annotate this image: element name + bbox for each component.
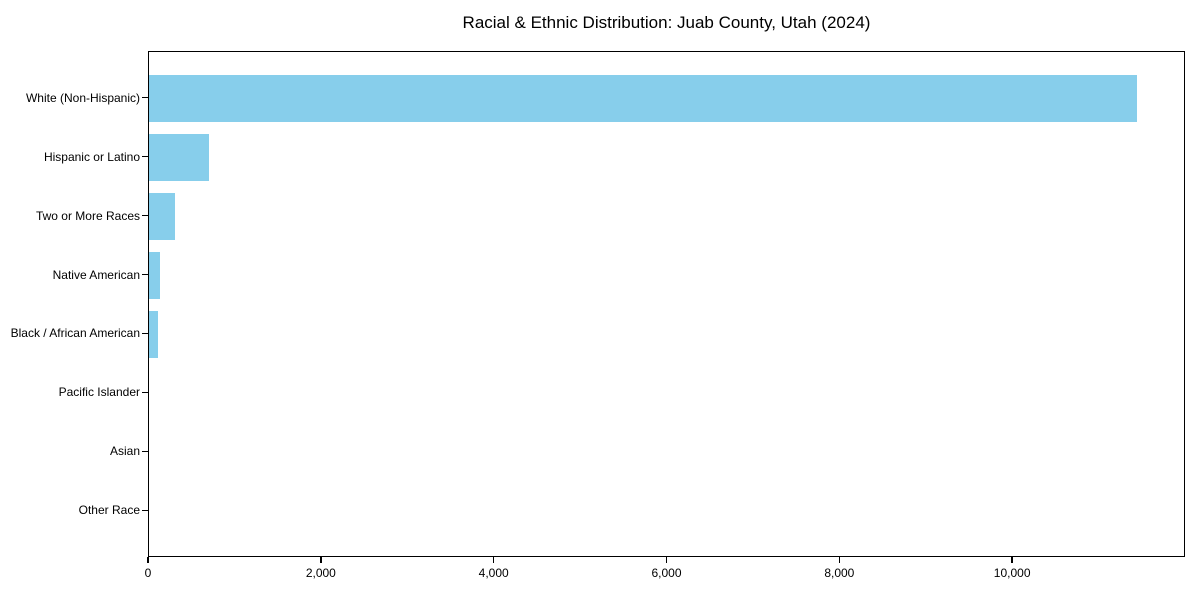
x-tick-mark [665,557,668,563]
x-tick-label: 8,000 [824,566,855,580]
bar-black-african-american [149,310,158,359]
bar-two-or-more-races [149,192,175,241]
y-axis-labels: White (Non-Hispanic) Hispanic or Latino Tw… [0,51,140,557]
plot-area [148,51,1185,557]
x-tick-mark [492,557,495,563]
y-label-two-or-more-races: Two or More Races [35,208,140,223]
chart-title: Racial & Ethnic Distribution: Juab Count… [462,13,871,32]
y-tick-mark [142,96,148,99]
y-label-black-african-american: Black / African American [10,326,140,341]
x-axis: 0 2,000 4,000 6,000 8,000 10,000 [145,557,1185,597]
x-tick-mark [1011,557,1013,563]
x-tick-mark [838,557,841,563]
y-label-pacific-islander: Pacific Islander [58,385,140,400]
x-tick-mark [320,557,322,563]
bars-layer [149,52,1184,556]
y-tick-mark [142,332,148,335]
y-label-asian: Asian [109,444,140,459]
y-label-hispanic-or-latino: Hispanic or Latino [43,149,140,164]
y-label-other-race: Other Race [78,503,140,518]
y-tick-mark [142,273,148,276]
x-tick-label: 4,000 [478,566,509,580]
bar-native-american [149,251,160,300]
x-tick-label: 6,000 [651,566,682,580]
bar-white-non-hispanic [149,75,1137,123]
x-tick-label: 2,000 [305,566,336,580]
y-label-white-non-hispanic: White (Non-Hispanic) [25,90,140,105]
y-tick-mark [142,391,148,394]
y-tick-mark [142,214,148,217]
x-tick-label: 0 [144,566,152,580]
y-tick-mark [142,450,148,453]
x-tick-label: 10,000 [993,566,1031,580]
x-tick-mark [147,557,149,563]
y-label-native-american: Native American [52,267,140,282]
bar-hispanic-or-latino [149,133,210,182]
y-tick-mark [142,509,148,512]
y-tick-mark [142,155,148,158]
y-axis-tick-marks [142,51,148,557]
